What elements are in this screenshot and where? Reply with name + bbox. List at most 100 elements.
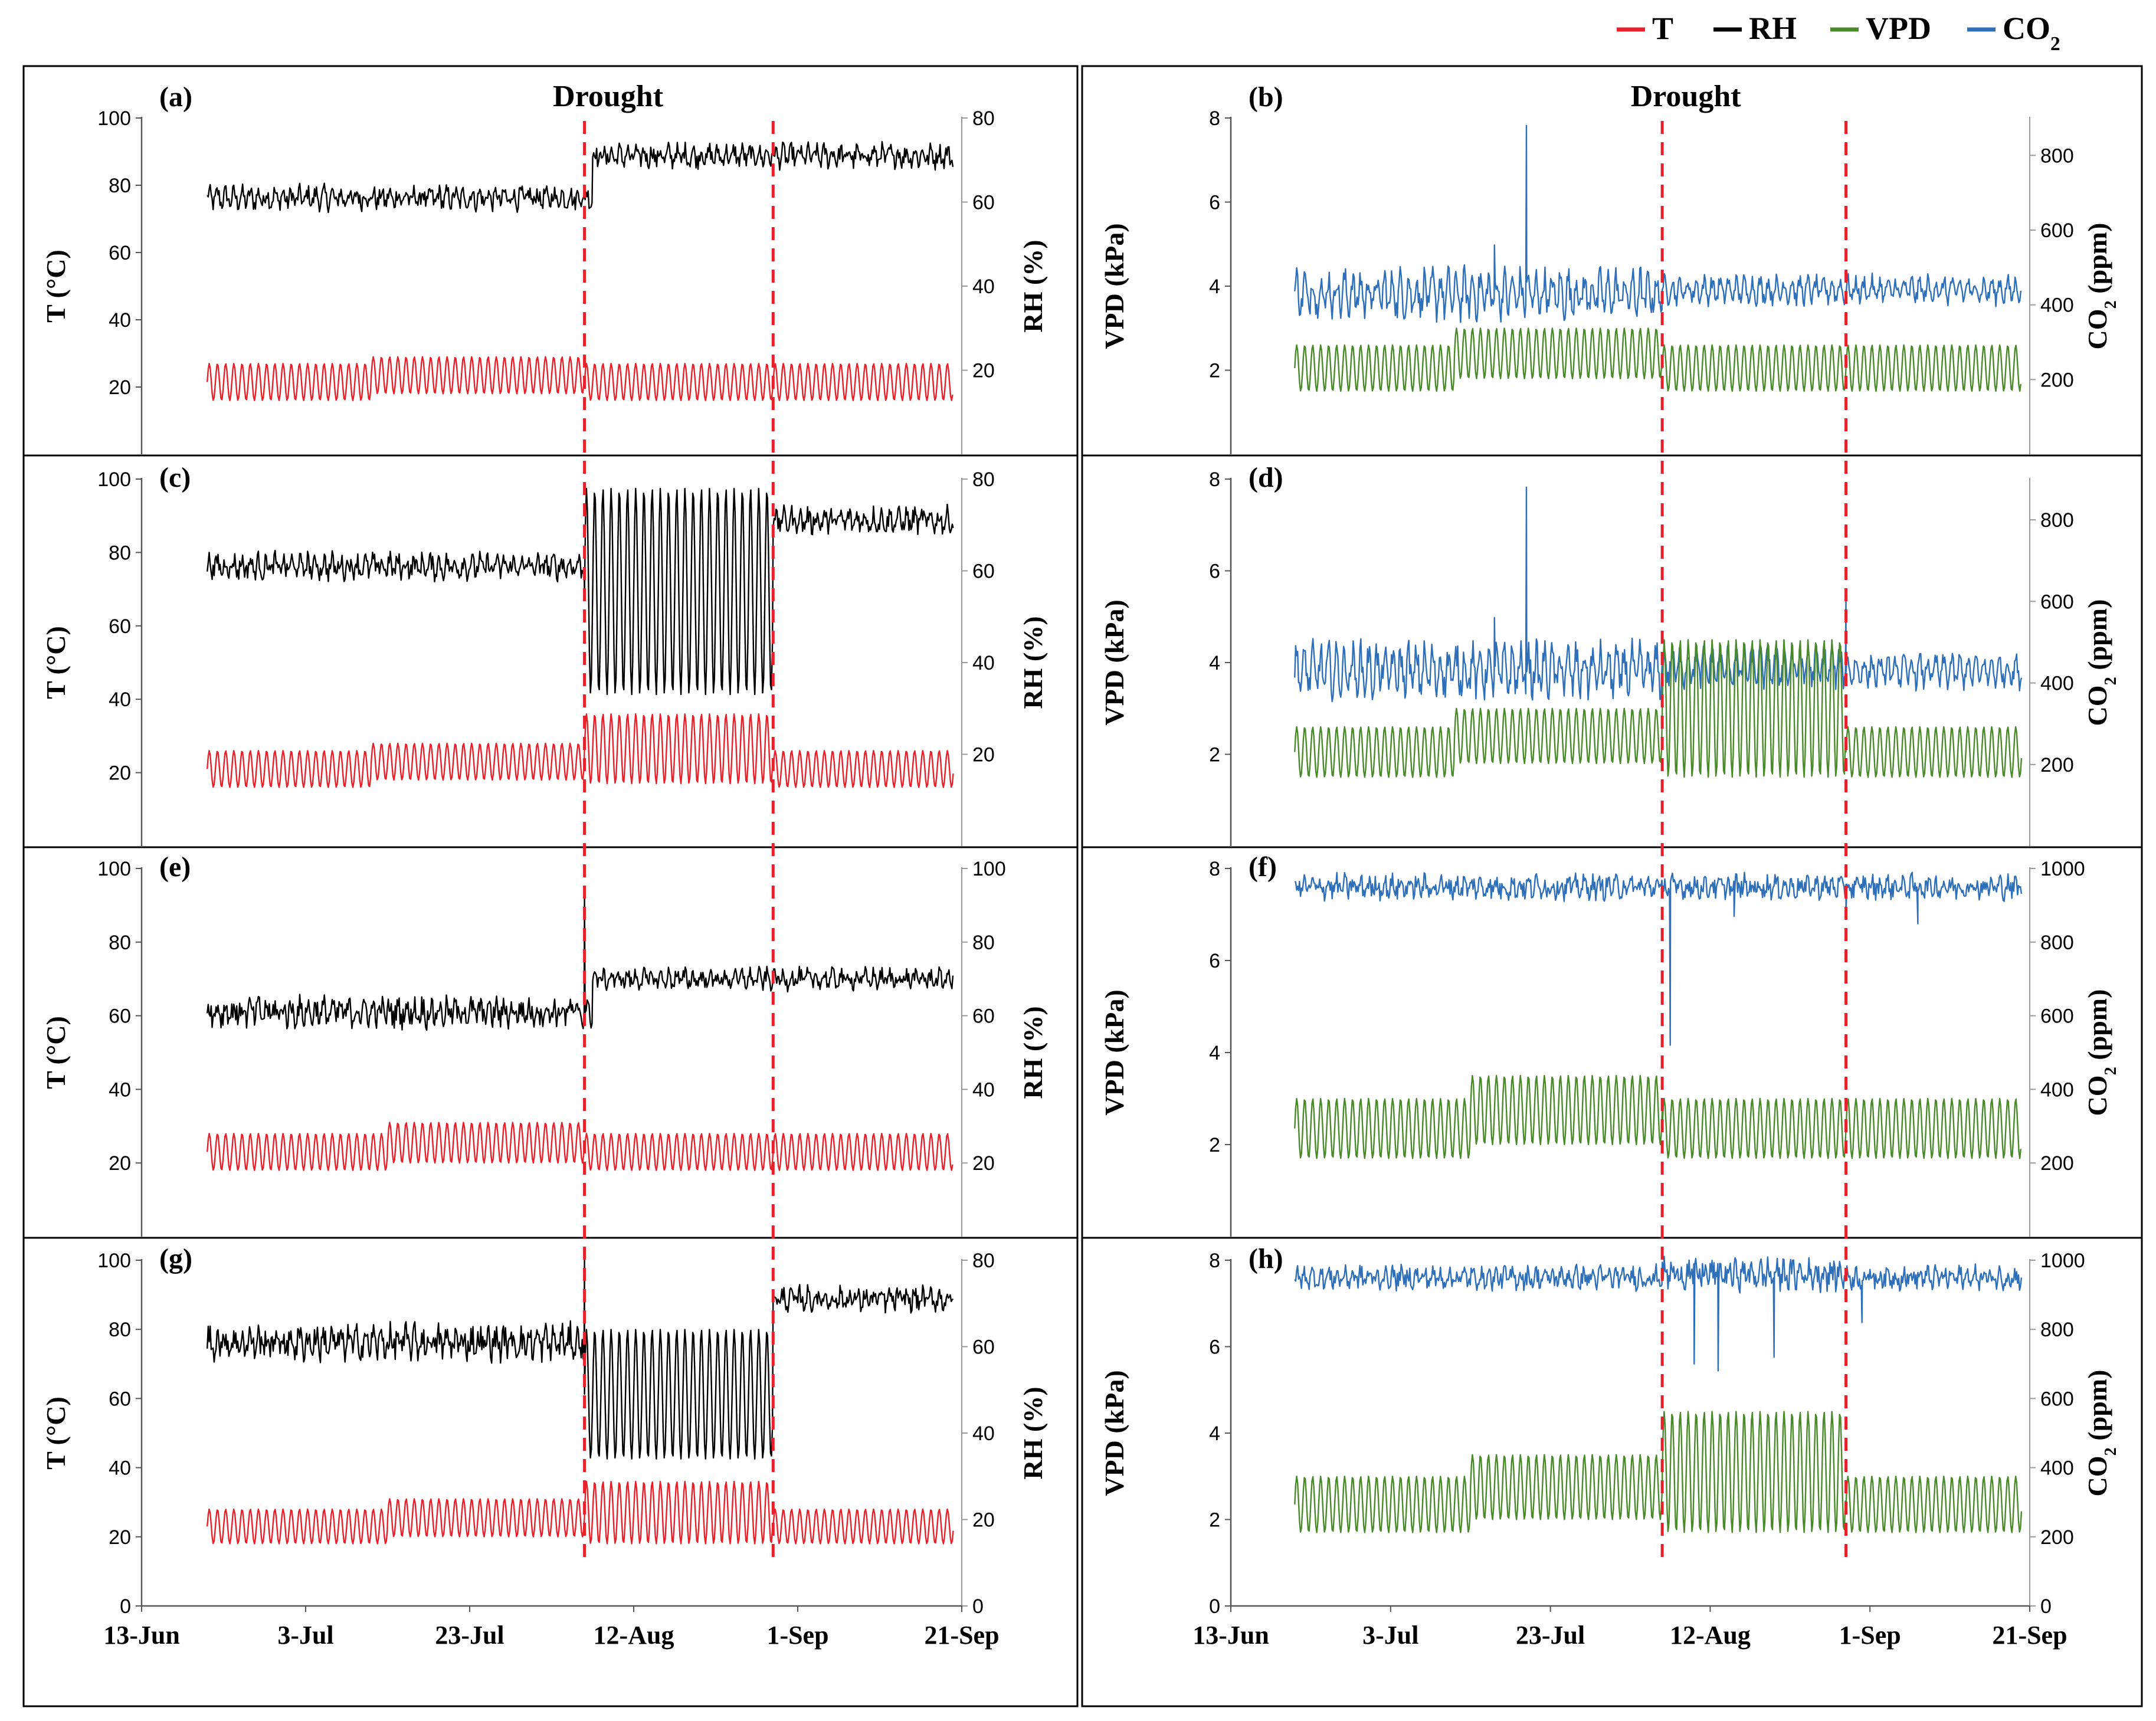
left-tick-label: 80	[109, 542, 131, 564]
panel-label: (h)	[1249, 1243, 1283, 1274]
right-tick-label: 400	[2040, 1079, 2074, 1101]
panel-h: 0 2 4 6 8 0 200 400 600 800 1000 VPD (kPa) CO2 (ppm)…	[1081, 1237, 2143, 1707]
panel-c: 20 40 60 80 100 20 40 60 80 T (°C) RH (%) (c)	[22, 454, 1079, 848]
panel-b: 2 4 6 8 200 400 600 800 VPD (kPa) CO2 (ppm) (b) Dro…	[1081, 65, 2143, 457]
right-axis-title: CO2 (ppm)	[2082, 1370, 2120, 1497]
right-tick-label: 40	[972, 1079, 995, 1101]
panel-frame	[1081, 1237, 2143, 1707]
right-tick-label: 1000	[2040, 858, 2085, 880]
right-tick-label: 80	[972, 932, 995, 954]
left-axis-title: VPD (kPa)	[1099, 989, 1129, 1115]
right-tick-label: 80	[972, 1250, 995, 1272]
left-tick-label: 8	[1209, 468, 1220, 491]
left-tick-label: 100	[97, 858, 131, 880]
panel-label: (f)	[1249, 851, 1277, 883]
right-axis-title: CO2 (ppm)	[2082, 599, 2120, 726]
left-tick-label: 8	[1209, 107, 1220, 130]
x-tick-label: 12-Aug	[1670, 1621, 1751, 1650]
right-tick-label: 20	[972, 360, 995, 382]
right-tick-label: 400	[2040, 1457, 2074, 1480]
right-tick-label: 20	[972, 744, 995, 766]
right-tick-label: 400	[2040, 294, 2074, 317]
right-tick-label: 600	[2040, 1005, 2074, 1028]
legend-label-rh: RH	[1749, 11, 1797, 46]
right-tick-label: 1000	[2040, 1250, 2085, 1272]
left-axis-title: T (°C)	[41, 250, 71, 323]
left-tick-label: 4	[1209, 652, 1220, 674]
left-tick-label: 100	[97, 107, 131, 130]
left-tick-label: 2	[1209, 1509, 1220, 1532]
right-tick-label: 60	[972, 560, 995, 583]
panel-f: 2 4 6 8 200 400 600 800 1000 VPD (kPa) CO2 (ppm) (f…	[1081, 846, 2143, 1239]
left-tick-label: 8	[1209, 1250, 1220, 1272]
right-tick-label: 40	[972, 1422, 995, 1445]
right-tick-label: 40	[972, 276, 995, 298]
left-tick-label: 60	[109, 1388, 131, 1410]
left-axis-title: VPD (kPa)	[1099, 223, 1129, 349]
left-tick-label: 60	[109, 242, 131, 264]
series-t-line	[207, 356, 954, 401]
right-tick-label: 800	[2040, 932, 2074, 954]
series-co2-line	[1294, 1255, 2023, 1372]
left-tick-label: 0	[120, 1595, 131, 1618]
series-t-line	[207, 713, 954, 788]
series-vpd-line	[1294, 1074, 2021, 1159]
left-tick-label: 80	[109, 175, 131, 197]
left-tick-label: 4	[1209, 1422, 1220, 1445]
series-rh-line	[207, 141, 954, 214]
left-tick-label: 40	[109, 689, 131, 711]
x-tick-label: 12-Aug	[594, 1621, 674, 1650]
panel-label: (d)	[1249, 462, 1283, 493]
right-tick-label: 60	[972, 1336, 995, 1359]
left-axis-title: T (°C)	[41, 1397, 71, 1470]
left-tick-label: 80	[109, 1319, 131, 1341]
left-tick-label: 6	[1209, 1336, 1220, 1359]
panel-title-drought: Drought	[1631, 80, 1742, 113]
legend: T RH VPD CO2	[1617, 11, 2060, 55]
left-tick-label: 20	[109, 1526, 131, 1549]
right-tick-label: 60	[972, 1005, 995, 1028]
x-tick-label: 3-Jul	[277, 1621, 333, 1650]
left-tick-label: 40	[109, 309, 131, 332]
left-axis-title: T (°C)	[41, 1016, 71, 1089]
right-tick-label: 600	[2040, 591, 2074, 613]
legend-label-vpd: VPD	[1866, 11, 1931, 46]
left-tick-label: 6	[1209, 560, 1220, 583]
panel-label: (a)	[159, 81, 192, 113]
right-axis-title: RH (%)	[1018, 1386, 1048, 1479]
left-tick-label: 100	[97, 1250, 131, 1272]
left-tick-label: 4	[1209, 276, 1220, 298]
right-tick-label: 800	[2040, 1319, 2074, 1341]
legend-item-co2: CO2	[1967, 11, 2060, 55]
panel-frame	[1081, 65, 2143, 457]
right-tick-label: 100	[972, 858, 1006, 880]
series-rh-line	[207, 487, 954, 696]
right-tick-label: 800	[2040, 509, 2074, 532]
series-rh-line	[207, 1259, 954, 1460]
right-tick-label: 200	[2040, 369, 2074, 391]
x-tick-label: 3-Jul	[1362, 1621, 1418, 1650]
right-axis-title: RH (%)	[1018, 240, 1048, 332]
left-tick-label: 100	[97, 468, 131, 491]
left-tick-label: 20	[109, 762, 131, 785]
right-axis-title: CO2 (ppm)	[2082, 223, 2120, 350]
left-tick-label: 4	[1209, 1042, 1220, 1064]
series-rh-line	[207, 897, 954, 1031]
panel-title-drought: Drought	[553, 80, 664, 113]
series-t-line	[207, 1122, 954, 1171]
x-tick-label: 13-Jun	[103, 1621, 180, 1650]
right-tick-label: 80	[972, 107, 995, 130]
left-axis-title: VPD (kPa)	[1099, 1370, 1129, 1496]
x-axis-left: 13-Jun 3-Jul 23-Jul 12-Aug 1-Sep 21-Sep	[103, 1605, 1000, 1650]
panel-frame	[22, 454, 1079, 848]
panel-frame	[1081, 846, 2143, 1239]
right-tick-label: 40	[972, 652, 995, 674]
right-tick-label: 200	[2040, 754, 2074, 776]
series-co2-line	[1294, 871, 2023, 1046]
right-tick-label: 600	[2040, 219, 2074, 242]
left-tick-label: 40	[109, 1457, 131, 1480]
x-tick-label: 13-Jun	[1192, 1621, 1269, 1650]
panel-label: (c)	[159, 462, 191, 493]
